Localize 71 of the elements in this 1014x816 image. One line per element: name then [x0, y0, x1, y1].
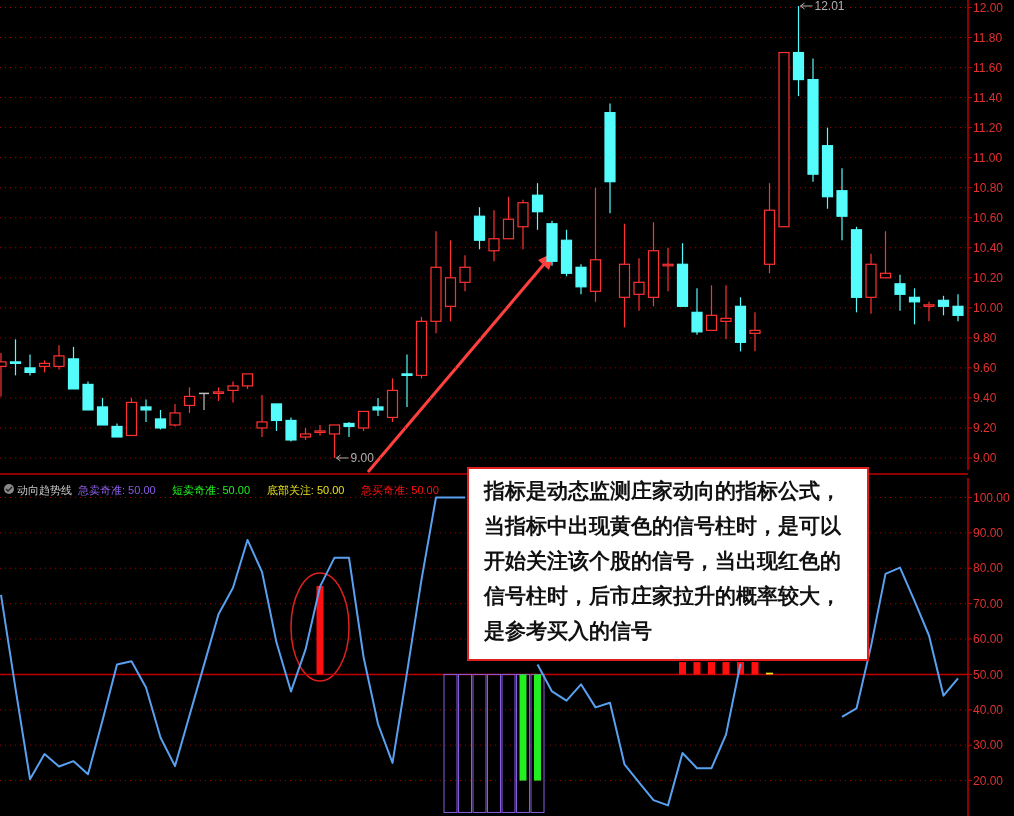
y-tick-label: 11.00	[973, 150, 1003, 165]
bar	[679, 662, 686, 675]
candlestick	[401, 353, 413, 408]
y-tick-label: 80.00	[973, 561, 1004, 576]
candlestick	[270, 403, 283, 432]
bar	[316, 585, 324, 675]
candlestick	[459, 254, 471, 292]
y-tick-label: 10.00	[973, 301, 1004, 316]
candlestick	[691, 287, 703, 336]
bar	[519, 674, 527, 781]
candlestick	[140, 398, 152, 423]
candlestick	[633, 257, 645, 312]
y-tick-label: 50.00	[973, 667, 1004, 682]
candlestick	[256, 394, 268, 438]
candlestick	[952, 293, 964, 322]
candlestick	[894, 274, 906, 312]
y-tick-label: 12.00	[973, 0, 1004, 15]
annotation: 12.01	[814, 0, 845, 14]
y-tick-label: 60.00	[973, 632, 1004, 647]
candlestick	[372, 397, 384, 417]
y-tick-label: 11.60	[973, 60, 1003, 75]
y-tick-label: 10.40	[973, 240, 1004, 255]
candlestick	[314, 424, 326, 437]
text: 短卖奇准: 50.00	[172, 483, 251, 496]
candlestick	[575, 263, 587, 295]
bar	[693, 662, 701, 675]
text: 急买奇准: 50.00	[360, 483, 439, 496]
candlestick	[328, 424, 341, 459]
candlestick	[937, 295, 950, 316]
annotation: 指标是动态监测庄家动向的指标公式，当指标中出现黄色的信号柱时，是可以开始关注该个股的信号，当出现红色的信号柱时，后市庄家拉升的概率较大，是参考买入的信号	[483, 479, 842, 642]
candlestick	[502, 196, 515, 240]
candlestick	[531, 182, 544, 231]
bar	[751, 662, 759, 675]
candlestick	[9, 338, 22, 376]
y-tick-label: 11.80	[973, 30, 1003, 45]
text: 动向趋势线	[17, 483, 72, 496]
candlestick	[488, 209, 500, 262]
bar	[534, 674, 541, 781]
candlestick	[183, 386, 196, 414]
candlestick	[53, 344, 65, 370]
text: 急卖奇准: 50.00	[77, 483, 156, 496]
y-tick-label: 70.00	[973, 596, 1004, 611]
candlestick	[24, 353, 36, 376]
y-tick-label: 9.20	[973, 421, 997, 436]
bar	[708, 662, 715, 675]
candlestick	[749, 311, 761, 352]
y-tick-label: 20.00	[973, 773, 1004, 788]
y-tick-label: 100.00	[973, 490, 1011, 505]
y-tick-label: 9.80	[973, 331, 997, 346]
candlestick	[720, 284, 732, 340]
candlestick	[357, 410, 370, 432]
candlestick	[227, 380, 239, 404]
annotation: 9.00	[350, 451, 375, 466]
y-tick-label: 10.20	[973, 271, 1004, 285]
y-tick-label: 11.40	[973, 90, 1003, 105]
y-tick-label: 11.20	[973, 120, 1003, 135]
candlestick	[923, 301, 935, 322]
text: 底部关注: 50.00	[266, 483, 345, 496]
y-tick-label: 10.80	[973, 180, 1004, 195]
candlestick	[705, 284, 718, 331]
y-tick-label: 9.00	[973, 451, 997, 466]
candlestick	[285, 416, 297, 443]
y-tick-label: 9.40	[973, 391, 997, 406]
y-tick-label: 30.00	[973, 738, 1004, 753]
y-tick-label: 9.60	[973, 361, 997, 376]
bar	[722, 662, 730, 675]
candlestick	[343, 421, 355, 438]
y-tick-label: 10.60	[973, 210, 1004, 225]
y-tick-label: 40.00	[973, 703, 1004, 718]
candlestick	[96, 397, 109, 426]
y-tick-label: 90.00	[973, 526, 1004, 541]
